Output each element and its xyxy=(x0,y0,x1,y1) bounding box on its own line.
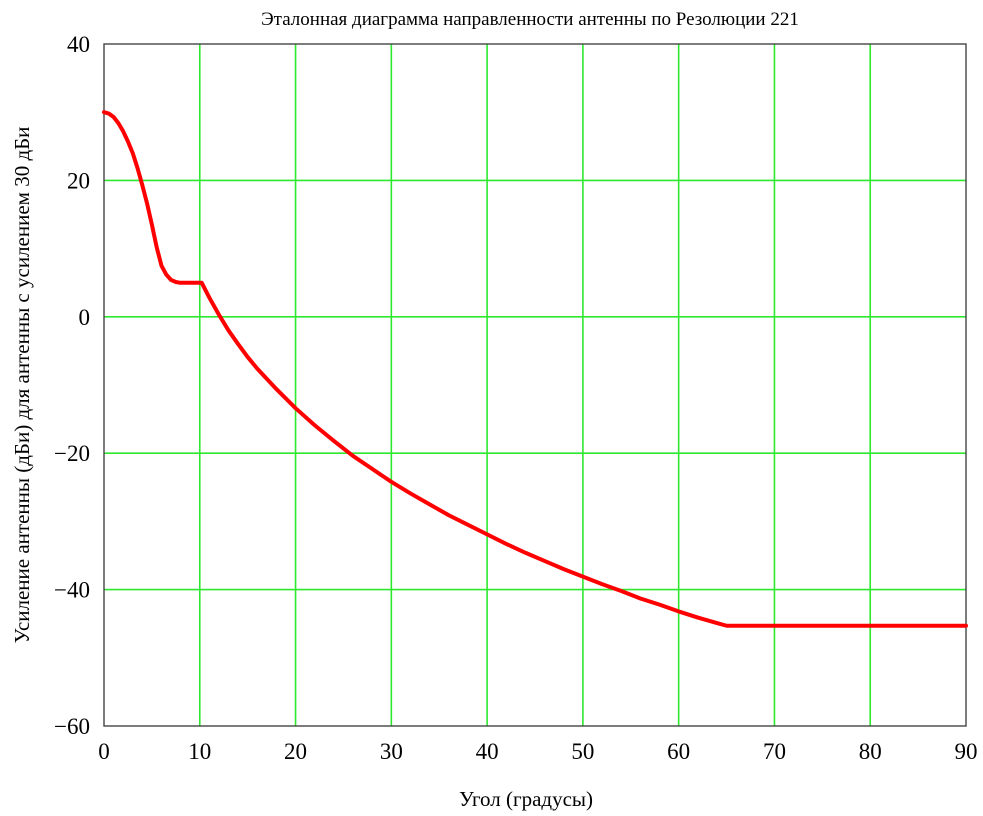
y-tick-label: −60 xyxy=(54,714,90,739)
x-tick-label: 60 xyxy=(667,739,690,764)
x-tick-label: 90 xyxy=(955,739,978,764)
y-axis-label: Усиление антенны (дБи) для антенны с уси… xyxy=(10,127,34,644)
x-tick-label: 0 xyxy=(98,739,110,764)
x-tick-label: 70 xyxy=(763,739,786,764)
y-tick-label: −40 xyxy=(54,578,90,603)
y-tick-label: 0 xyxy=(79,305,91,330)
x-tick-labels: 0 10 20 30 40 50 60 70 80 90 xyxy=(98,739,977,764)
x-tick-label: 40 xyxy=(476,739,499,764)
grid xyxy=(104,44,966,726)
y-tick-label: 40 xyxy=(67,32,90,57)
series-layer xyxy=(102,110,968,628)
y-tick-labels: 40 20 0 −20 −40 −60 xyxy=(54,32,90,739)
y-tick-label: −20 xyxy=(54,441,90,466)
x-axis-label: Угол (градусы) xyxy=(459,787,593,811)
y-tick-label: 20 xyxy=(67,168,90,193)
x-tick-label: 20 xyxy=(284,739,307,764)
plot-frame xyxy=(103,43,967,727)
x-tick-label: 80 xyxy=(859,739,882,764)
x-tick-label: 50 xyxy=(571,739,594,764)
x-tick-label: 10 xyxy=(188,739,211,764)
gain-pattern-line xyxy=(102,110,968,628)
chart-title: Эталонная диаграмма направленности антен… xyxy=(261,9,799,30)
x-tick-label: 30 xyxy=(380,739,403,764)
